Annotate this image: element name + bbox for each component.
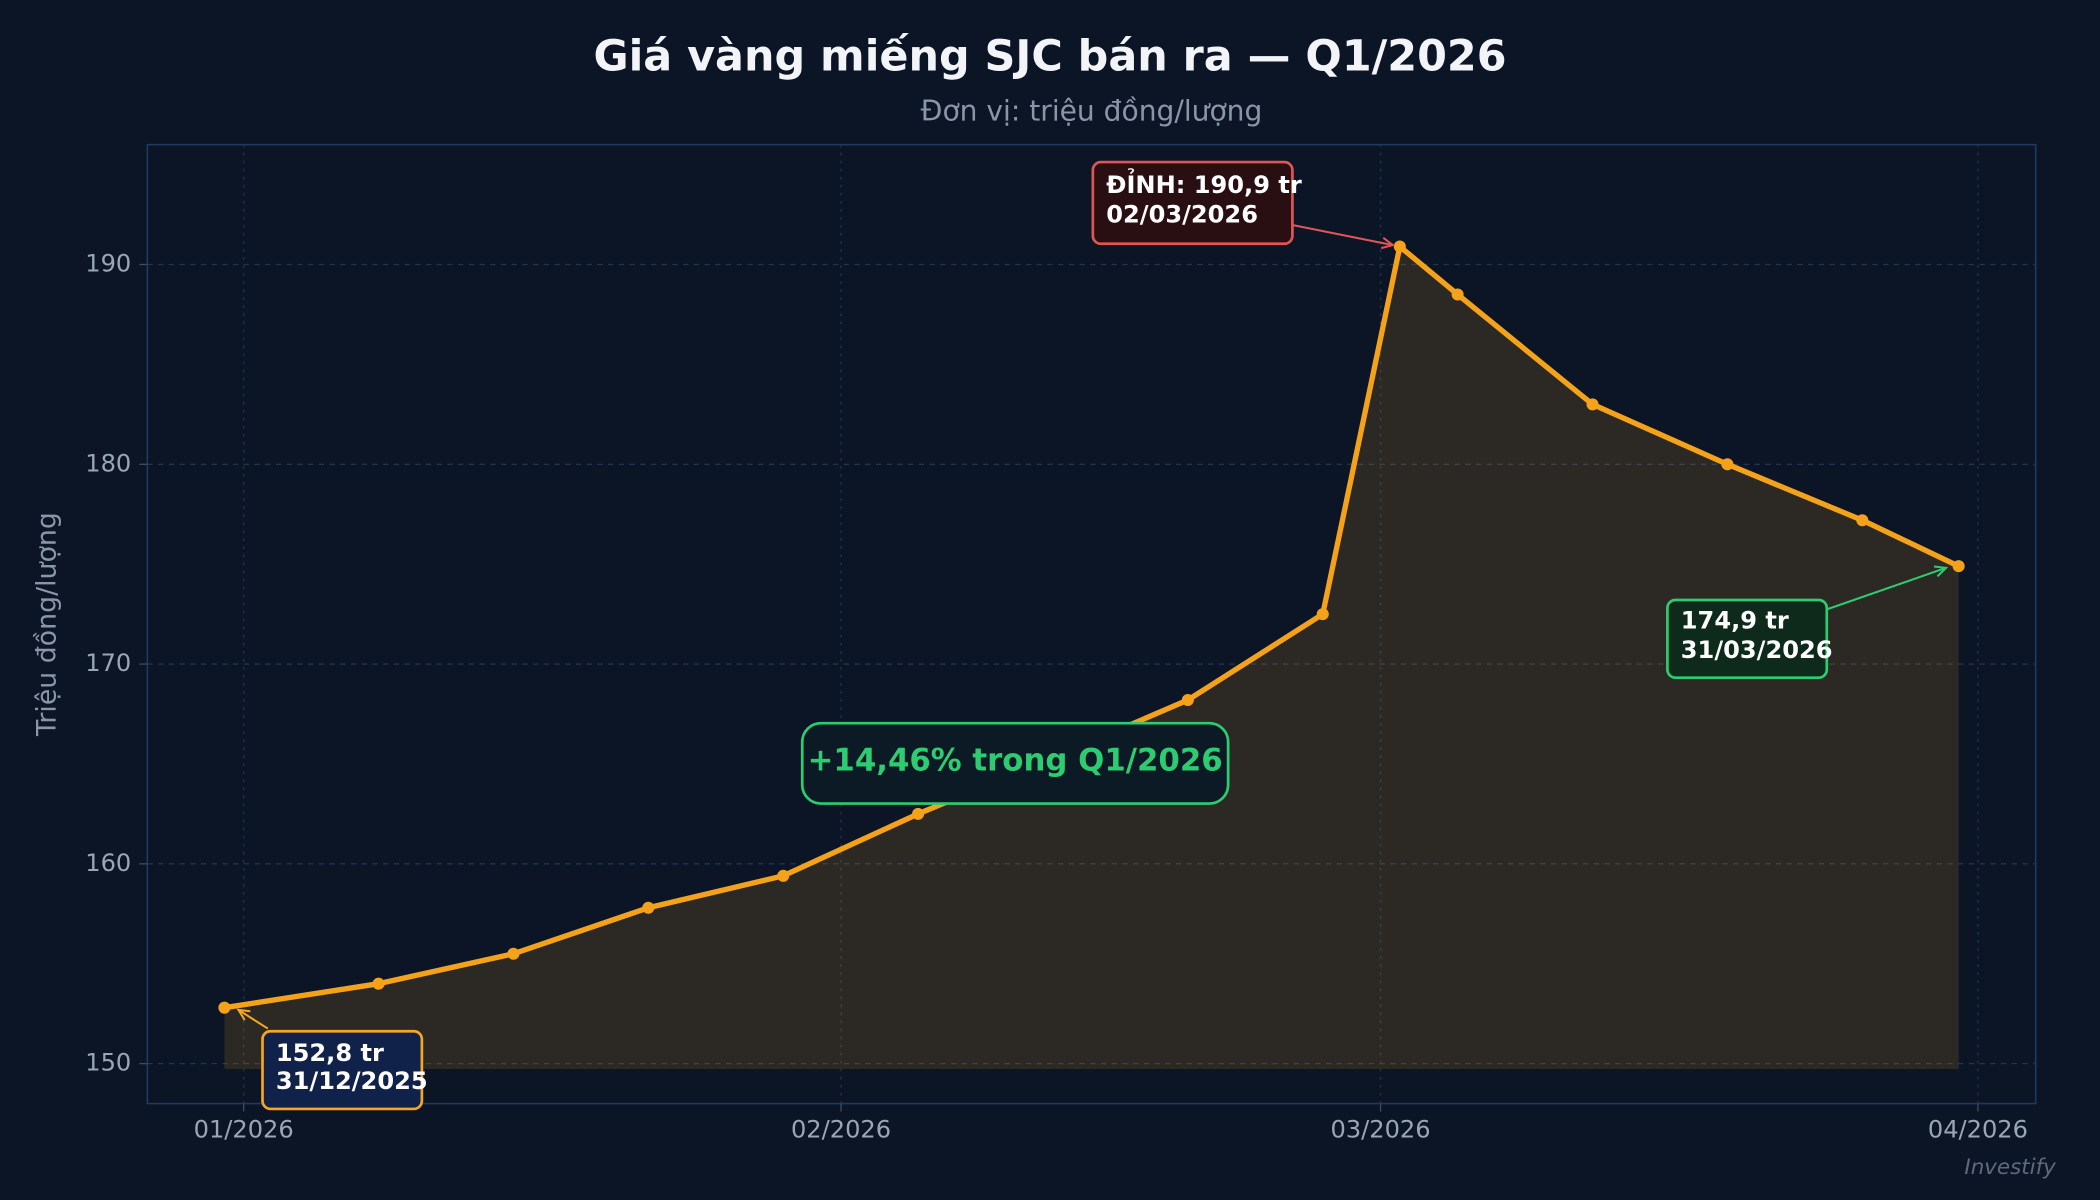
chart-subtitle: Đơn vị: triệu đồng/lượng [921,95,1263,128]
annotation-text: 31/12/2025 [276,1067,428,1095]
y-axis-label: Triệu đồng/lượng [32,512,63,737]
watermark: Investify [1964,1155,2056,1180]
marker [1181,693,1194,707]
annotation-box [1666,598,1829,680]
x-tick-label: 04/2026 [1928,1115,2028,1143]
marker [1721,458,1734,471]
marker [1952,560,1965,573]
marker [642,901,655,914]
y-tick-label: 190 [85,250,131,278]
marker [1316,608,1329,621]
marker [1586,398,1599,411]
annotation-text: +14,46% trong Q1/2026 [808,743,1223,779]
annotation-arrow [1826,566,1947,611]
annotation-arrow [1292,224,1394,247]
chart-title: Giá vàng miếng SJC bán ra — Q1/2026 [593,31,1506,81]
annotation-box [261,1029,424,1111]
annotation-arrowhead [1933,565,1949,578]
marker [1451,288,1464,301]
annotation-text: 174,9 tr [1681,606,1789,634]
area [224,246,1959,1069]
marker [507,947,520,960]
x-tick-label: 02/2026 [791,1115,891,1143]
annotation-arrow [237,1008,269,1030]
annotation-text: ĐỈNH: 190,9 tr [1106,166,1302,199]
marker [1393,240,1406,253]
y-tick-label: 180 [85,449,131,477]
x-tick-label: 01/2026 [194,1115,294,1143]
marker [1856,514,1869,527]
y-tick-label: 170 [85,649,131,677]
marker [372,977,385,990]
annotation-arrowhead [1380,237,1396,250]
annotation-text: 152,8 tr [276,1039,384,1067]
marker [777,869,790,882]
marker [218,1001,231,1014]
annotation-box [1091,160,1294,246]
annotation-text: 31/03/2026 [1681,636,1833,664]
annotation-arrowhead [236,1008,251,1021]
annotation-box [800,721,1230,805]
annotation-text: 02/03/2026 [1106,201,1258,229]
y-tick-label: 160 [85,849,131,877]
y-tick-label: 150 [85,1049,131,1077]
marker [912,807,925,820]
x-tick-label: 03/2026 [1331,1115,1431,1143]
